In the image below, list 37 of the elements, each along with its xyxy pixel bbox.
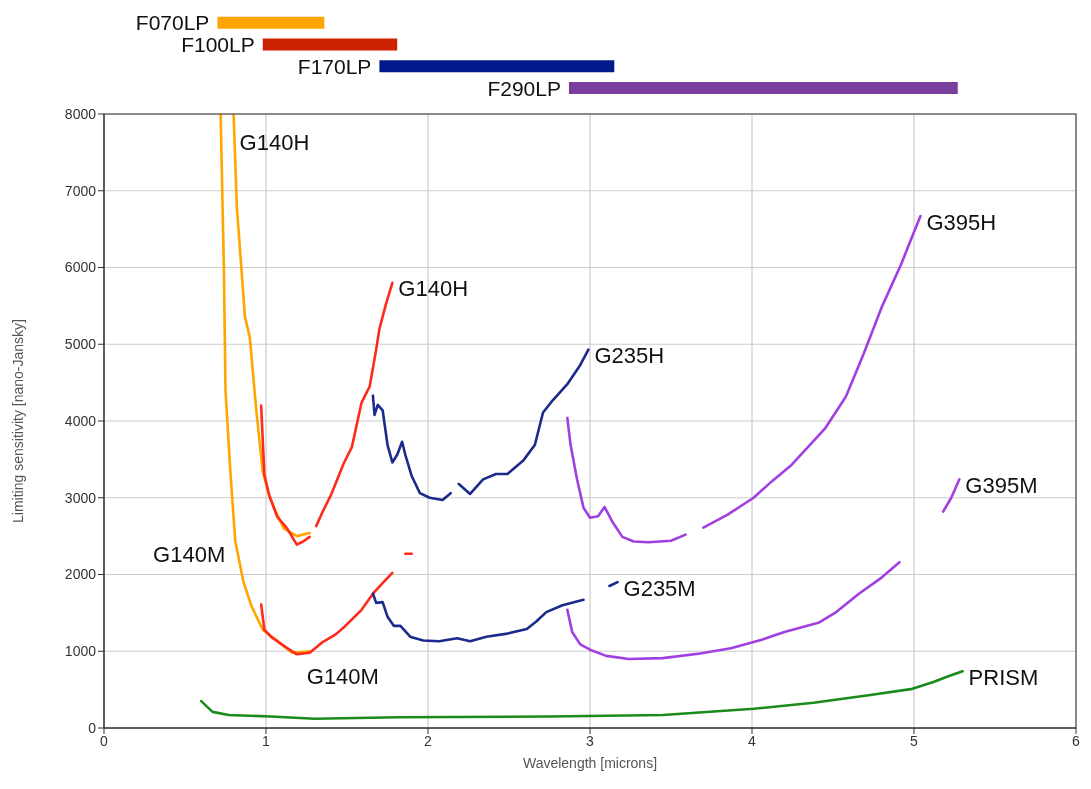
y-tick-label: 3000	[64, 489, 97, 506]
series-label: G395H	[926, 209, 997, 235]
bar	[217, 16, 325, 29]
x-tick-label: 6	[1072, 732, 1081, 749]
y-tick-label: F100LP	[181, 33, 255, 57]
series-label: G140M	[306, 663, 379, 689]
y-tick-label: F070LP	[135, 11, 210, 35]
x-tick-label: 1	[262, 732, 271, 749]
x-tick-label: 0	[100, 732, 109, 749]
x-tick-label: 3	[586, 732, 595, 749]
x-tick-label: 5	[910, 732, 919, 749]
series-label: G140H	[239, 129, 310, 155]
bar	[262, 38, 398, 51]
y-tick-label: F290LP	[487, 76, 561, 100]
x-tick-label: 4	[748, 732, 757, 749]
line-series	[259, 571, 394, 656]
y-tick-label: 6000	[64, 259, 97, 276]
y-tick-label: 1000	[64, 643, 97, 660]
bar	[568, 82, 958, 95]
y-tick-label: 4000	[64, 412, 97, 429]
y-axis-title: Limiting sensitivity [nano-Jansky]	[9, 319, 26, 523]
series-label: G140H	[398, 276, 469, 302]
line-series	[199, 669, 964, 721]
series-label: G235M	[623, 575, 696, 601]
bar	[379, 60, 615, 73]
x-tick-label: 2	[424, 732, 433, 749]
series-label: G140M	[153, 542, 226, 568]
y-tick-label: 2000	[64, 566, 97, 583]
x-axis-title: Wavelength [microns]	[522, 755, 658, 771]
series-label: G395M	[965, 472, 1038, 498]
y-tick-label: 0	[88, 719, 97, 736]
y-tick-label: 8000	[64, 105, 97, 122]
y-tick-label: 7000	[64, 182, 97, 199]
series-label: PRISM	[968, 664, 1039, 690]
series-label: G235H	[594, 343, 665, 369]
y-tick-label: 5000	[64, 336, 97, 353]
y-tick-label: F170LP	[297, 54, 372, 78]
